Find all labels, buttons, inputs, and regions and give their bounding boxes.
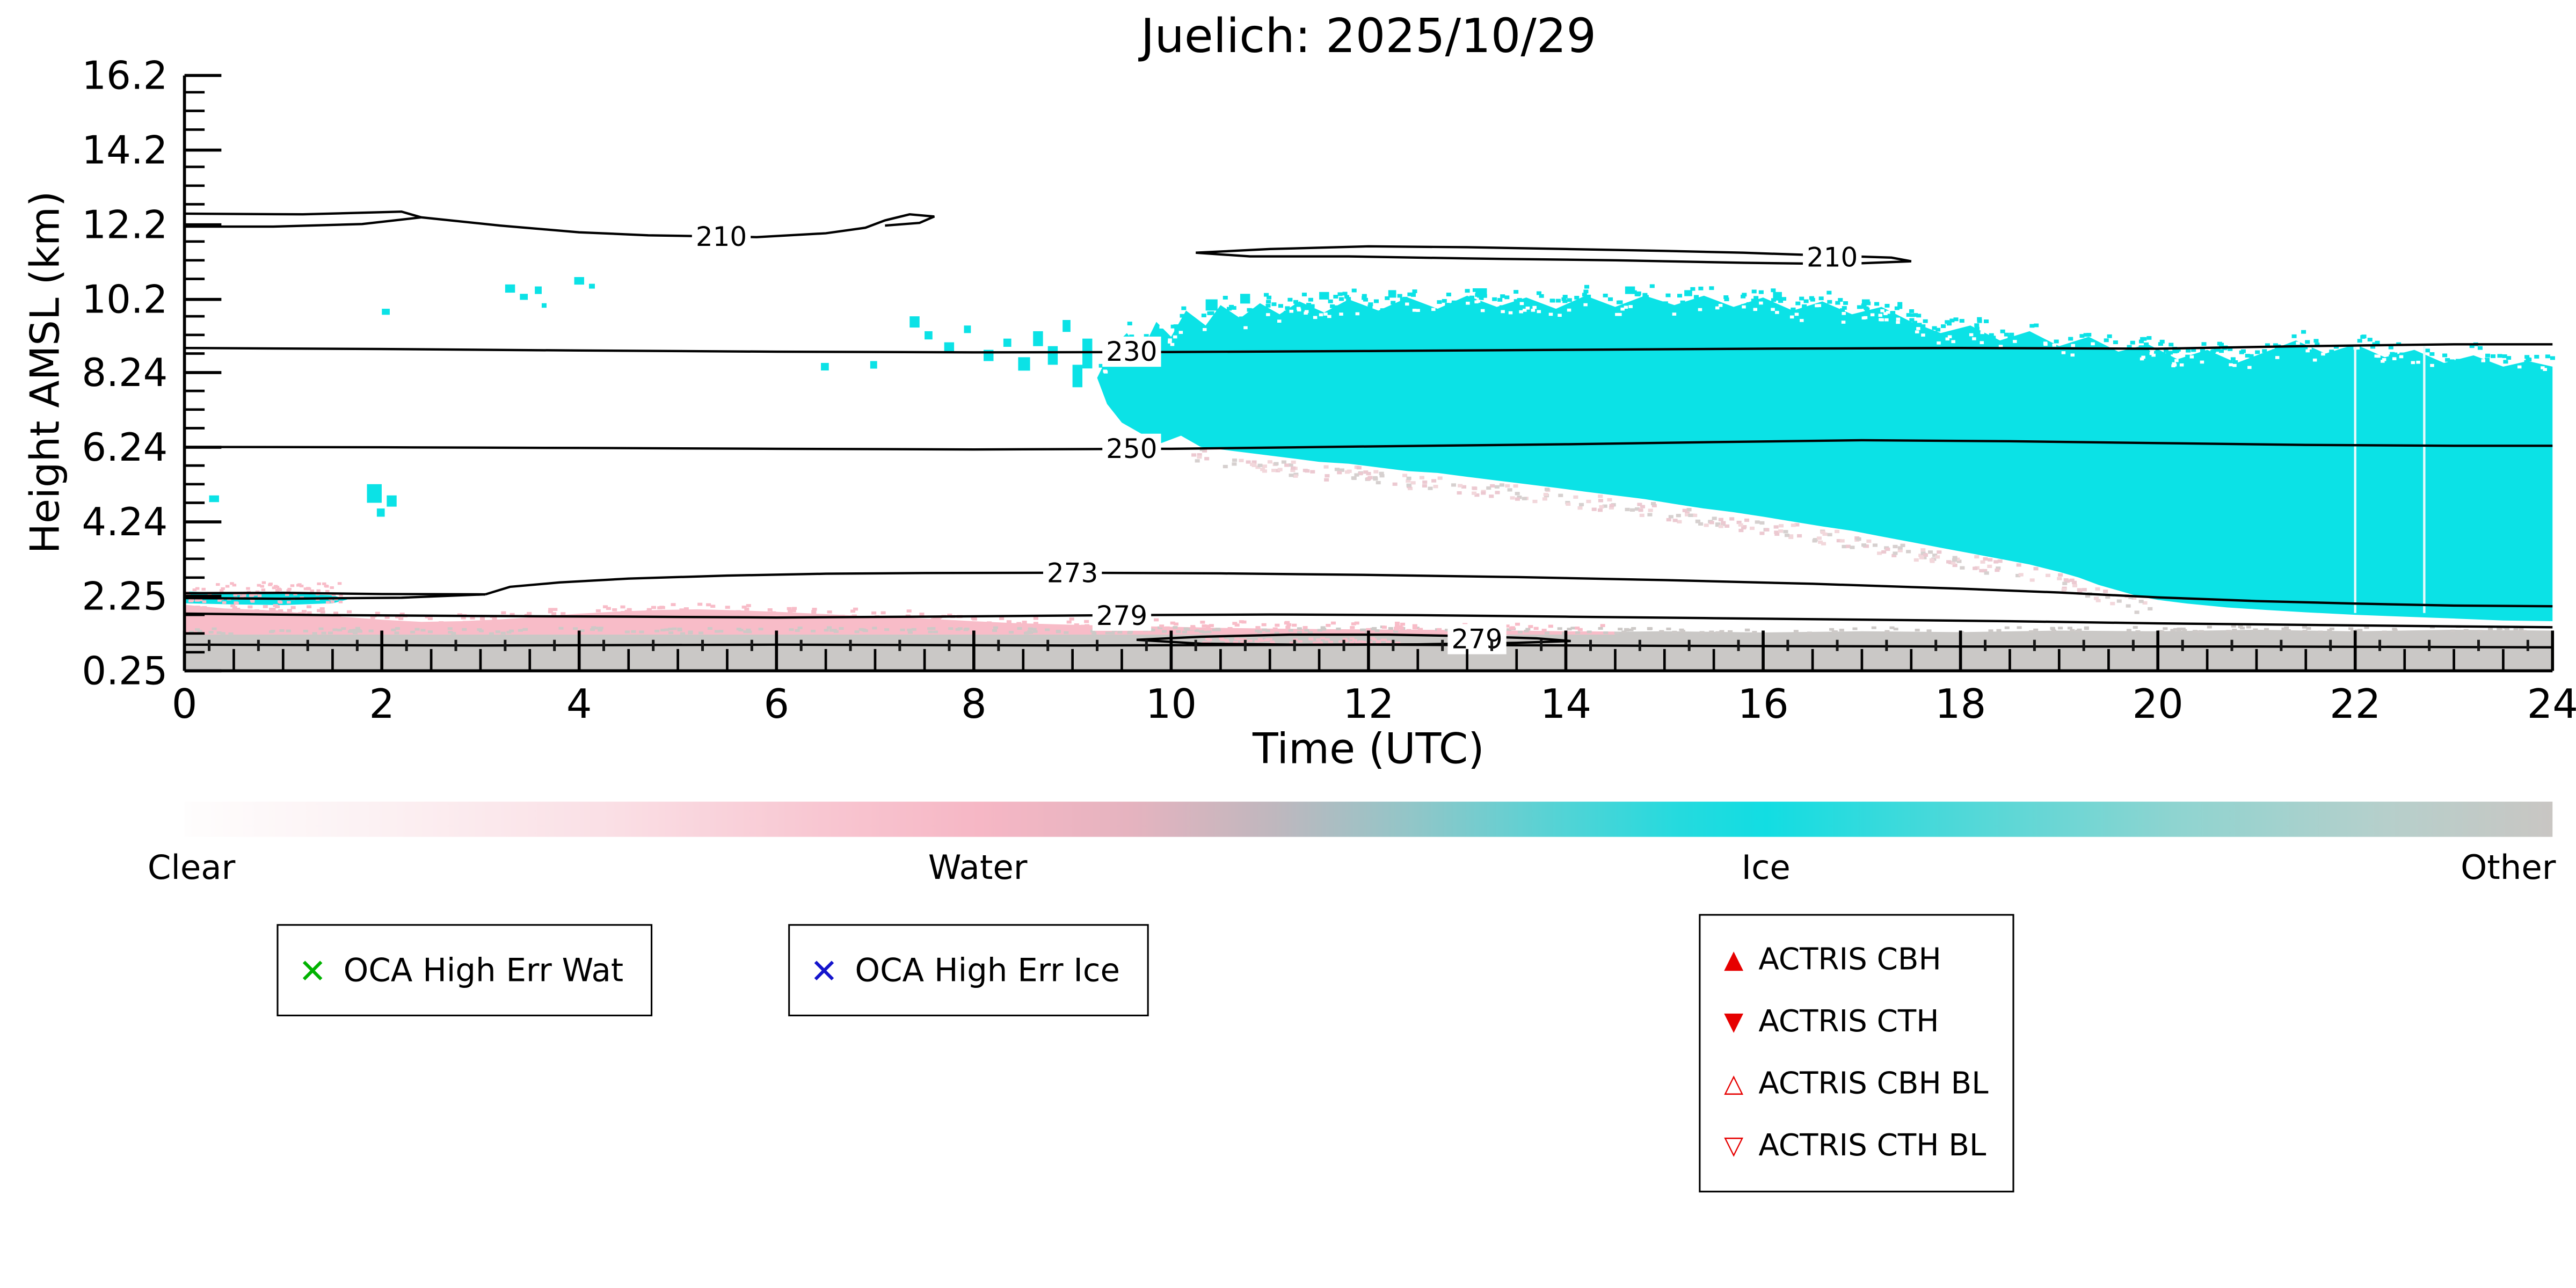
svg-text:14.2: 14.2 (82, 128, 168, 173)
svg-text:210: 210 (696, 221, 747, 252)
svg-text:4: 4 (566, 680, 592, 727)
svg-text:10: 10 (1146, 680, 1197, 727)
svg-text:250: 250 (1106, 433, 1157, 464)
legend-label: OCA High Err Ice (855, 951, 1120, 989)
actris-legend-item: ▲ ACTRIS CBH (1724, 943, 1988, 978)
svg-text:16.2: 16.2 (82, 53, 168, 98)
legend-label: OCA High Err Wat (343, 951, 624, 989)
legend-label: ACTRIS CTH (1758, 1005, 1939, 1040)
colorbar-label-other: Other (2461, 847, 2556, 887)
svg-text:20: 20 (2132, 680, 2183, 727)
triangle-marker-icon: ▼ (1724, 1006, 1744, 1037)
svg-text:279: 279 (1451, 624, 1502, 655)
chart-title: Juelich: 2025/10/29 (1140, 8, 1597, 64)
triangle-marker-icon: △ (1724, 1068, 1744, 1099)
axes-layer: 0 2 4 6 8 10 12 14 16 18 20 22 240.252.254.246.248.2… (82, 53, 2576, 727)
legend-actris: ▲ ACTRIS CBH ▼ ACTRIS CTH △ ACTRIS CBH BL ▽ ACT… (1699, 914, 2014, 1192)
colorbar-label-clear: Clear (147, 847, 236, 887)
x-marker-icon: ✕ (810, 950, 839, 991)
legend-label: ACTRIS CBH (1758, 942, 1941, 978)
svg-text:18: 18 (1935, 680, 1986, 727)
actris-legend-item: ▽ ACTRIS CTH BL (1724, 1129, 1988, 1164)
svg-text:273: 273 (1047, 558, 1098, 589)
phase-colorbar (184, 802, 2553, 837)
svg-text:2.25: 2.25 (82, 573, 168, 618)
colorbar-label-water: Water (928, 847, 1028, 887)
svg-text:6: 6 (763, 680, 789, 727)
colorbar-label-ice: Ice (1741, 847, 1791, 887)
legend-oca-high-err-wat: ✕ OCA High Err Wat (276, 924, 652, 1016)
speckle-layer (185, 284, 2555, 645)
water-phase-layer (184, 605, 1616, 635)
triangle-marker-icon: ▽ (1724, 1130, 1744, 1161)
svg-text:230: 230 (1106, 336, 1157, 367)
actris-legend-item: △ ACTRIS CBH BL (1724, 1067, 1988, 1102)
triangle-marker-icon: ▲ (1724, 944, 1744, 974)
svg-text:24: 24 (2527, 680, 2576, 727)
actris-legend-item: ▼ ACTRIS CTH (1724, 1005, 1988, 1040)
svg-text:16: 16 (1737, 680, 1788, 727)
svg-text:279: 279 (1096, 600, 1147, 631)
svg-text:14: 14 (1540, 680, 1591, 727)
svg-text:0.25: 0.25 (82, 648, 168, 693)
svg-text:12: 12 (1343, 680, 1394, 727)
svg-text:10.2: 10.2 (82, 277, 168, 322)
svg-text:4.24: 4.24 (82, 499, 168, 544)
svg-text:8: 8 (961, 680, 987, 727)
svg-text:0: 0 (172, 680, 198, 727)
svg-text:6.24: 6.24 (82, 425, 168, 470)
x-marker-icon: ✕ (299, 950, 327, 991)
legend-label: ACTRIS CTH BL (1758, 1129, 1986, 1164)
svg-text:8.24: 8.24 (82, 350, 168, 395)
svg-text:22: 22 (2330, 680, 2381, 727)
legend-label: ACTRIS CBH BL (1758, 1066, 1989, 1102)
svg-text:210: 210 (1807, 242, 1858, 273)
svg-text:12.2: 12.2 (82, 202, 168, 248)
y-axis-label: Height AMSL (km) (21, 191, 69, 554)
legend-oca-high-err-ice: ✕ OCA High Err Ice (788, 924, 1149, 1016)
x-axis-label: Time (UTC) (1253, 724, 1485, 774)
ice-phase-layer (184, 277, 2553, 622)
svg-text:2: 2 (369, 680, 395, 727)
